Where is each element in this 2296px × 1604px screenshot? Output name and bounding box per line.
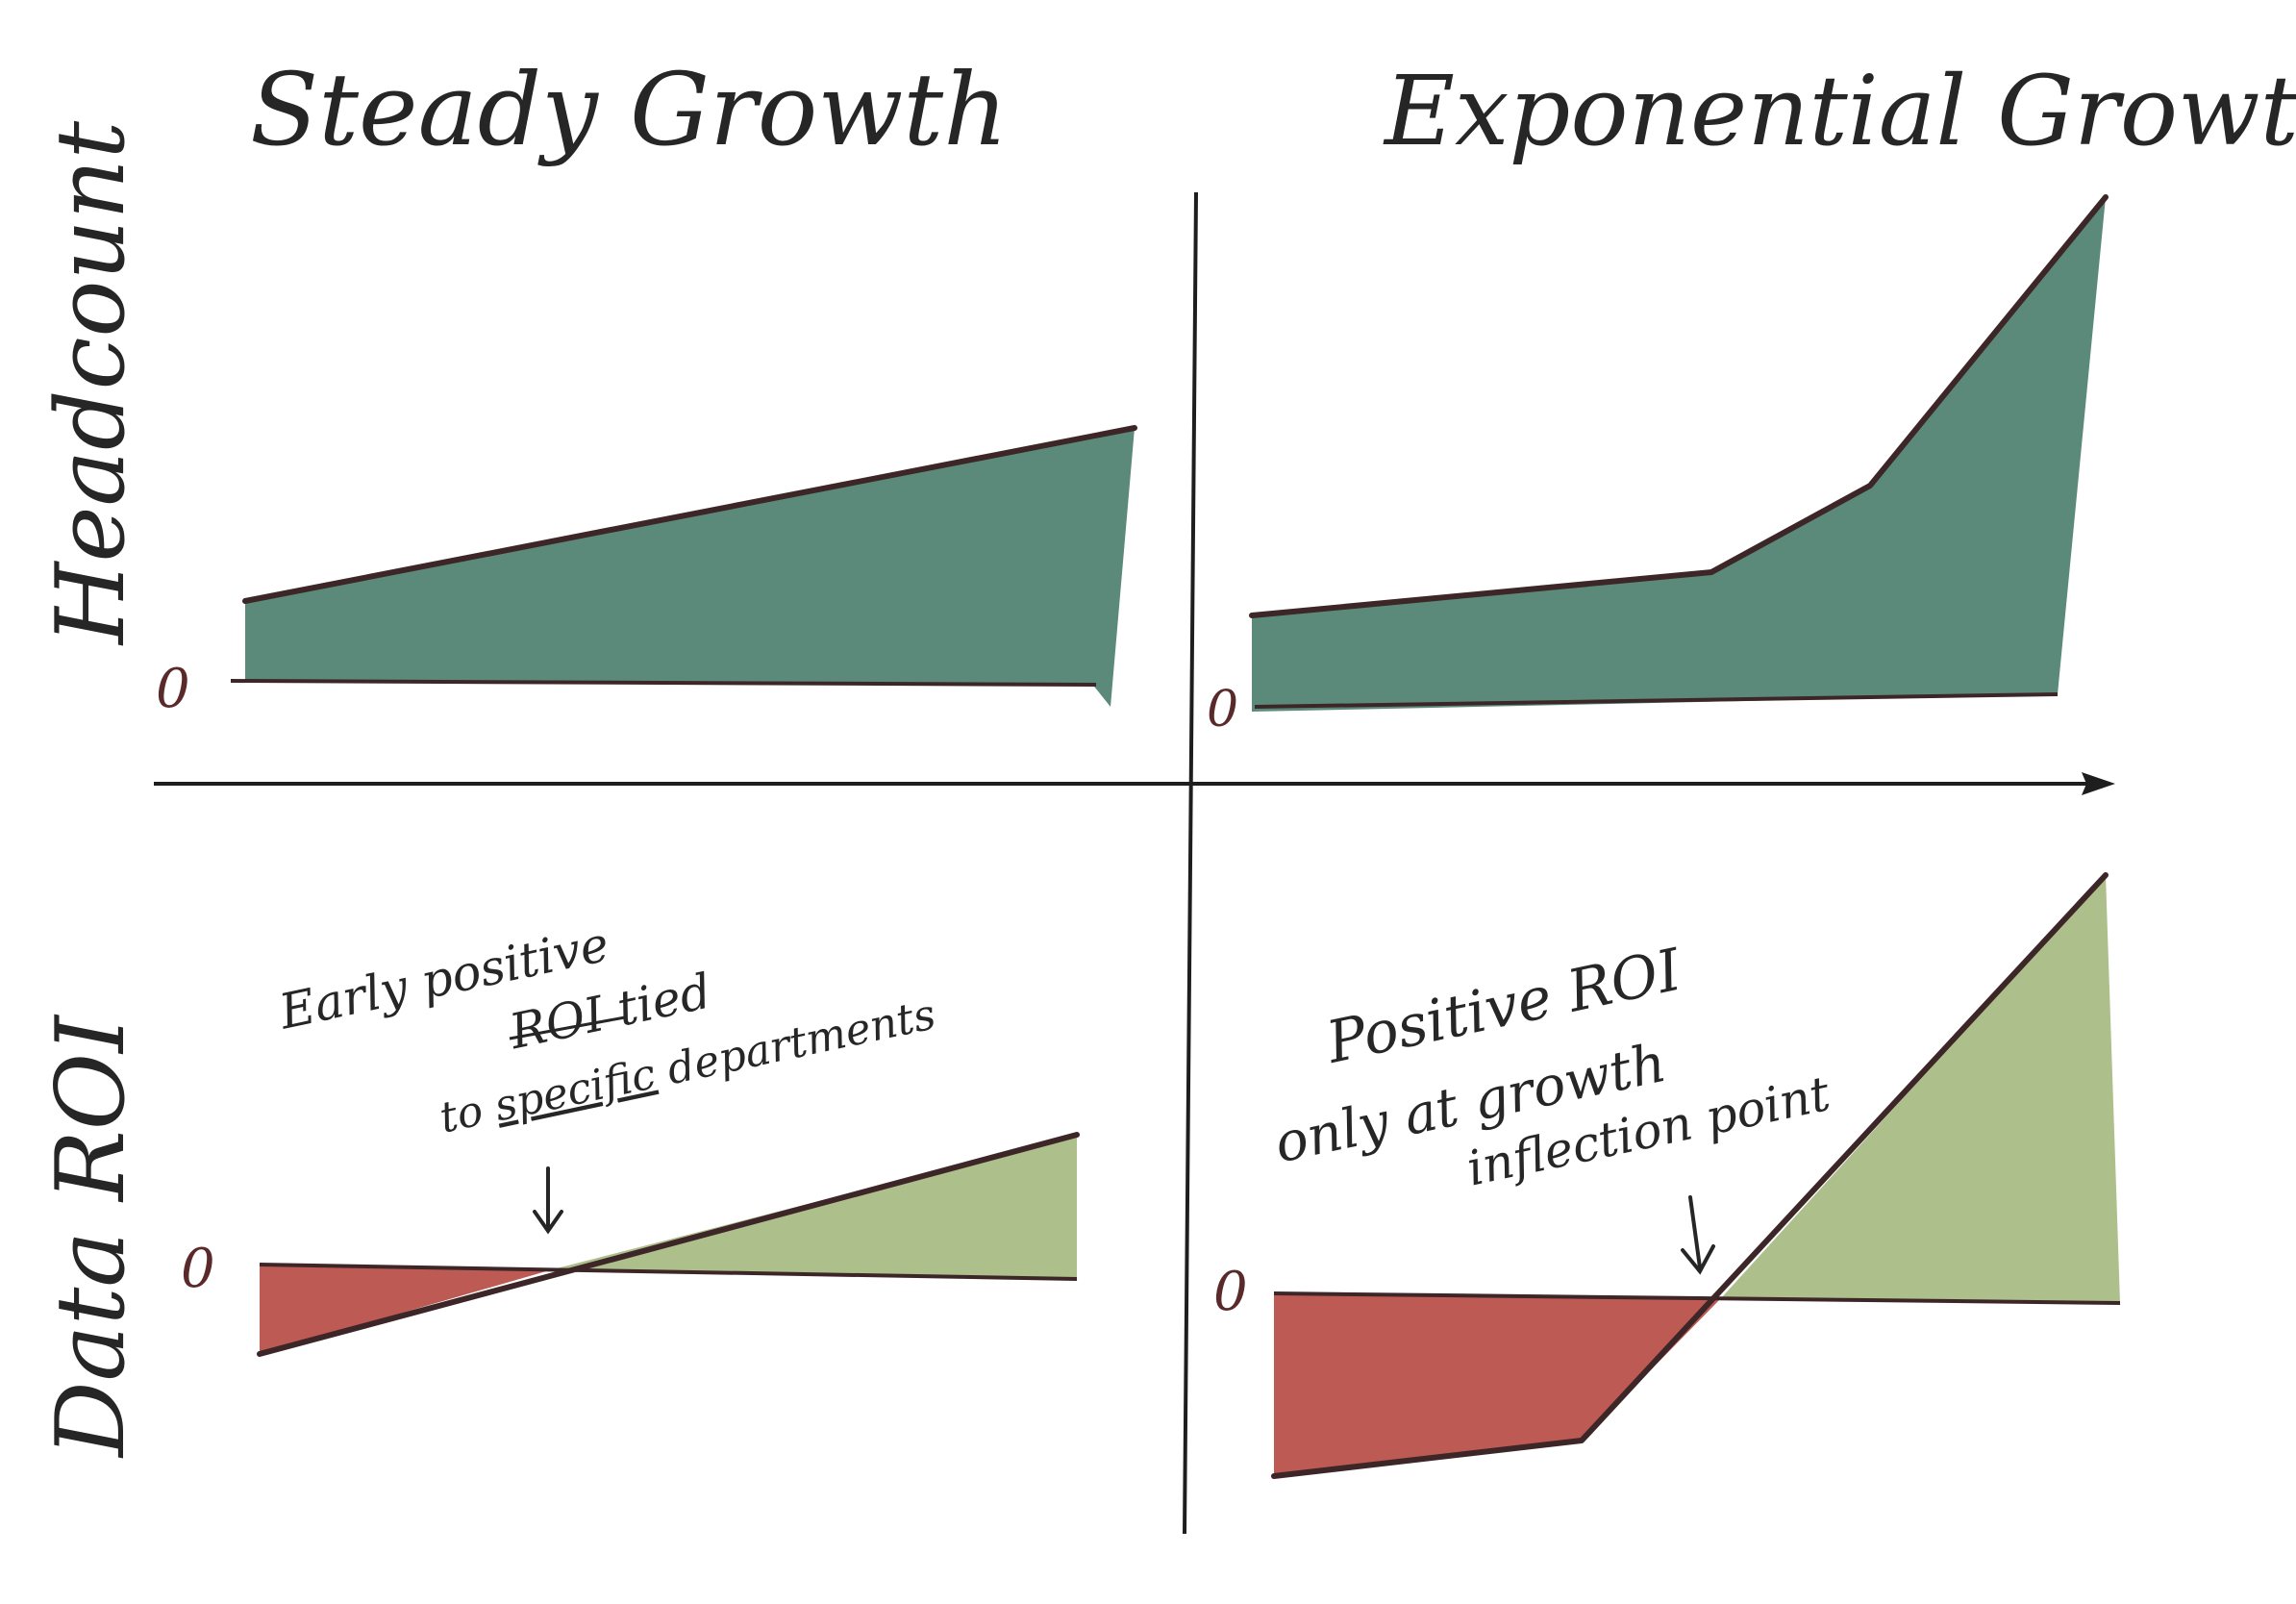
exponential-roi-negative-area (1274, 1293, 1721, 1476)
exponential-roi-positive-area (1721, 875, 2120, 1303)
vertical-divider (1183, 191, 1198, 1535)
steady-annotation: Early positive ROI tied to specific depa… (274, 916, 940, 1143)
steady-headcount-line (242, 425, 1137, 604)
exponential-headcount-area (1252, 197, 2106, 712)
steady-annotation-roi-underline (509, 1015, 626, 1040)
steady-annotation-specific: specific (490, 1049, 660, 1131)
exponential-inflection-arrow (1681, 1195, 1715, 1275)
zero-label-steady-roi: 0 (181, 1238, 215, 1300)
steady-annotation-to: to (436, 1084, 501, 1143)
exponential-headcount-line (1249, 194, 2109, 618)
horizontal-axis-arrowhead (2082, 772, 2115, 795)
steady-breakeven-arrow (533, 1166, 563, 1235)
title-steady-growth: Steady Growth (250, 51, 1008, 168)
exponential-annotation: Positive ROI only at growth inflection p… (1269, 936, 1835, 1196)
title-exponential-growth: Exponential Growth (1383, 55, 2296, 167)
steady-headcount-area (245, 428, 1135, 707)
exponential-roi-zero-line (1273, 1291, 2121, 1305)
steady-roi-zero-line (259, 1263, 1078, 1281)
exponential-roi-line (1271, 872, 2109, 1479)
label-data-roi: Data ROI (37, 1014, 146, 1459)
label-headcount: Headcount (37, 120, 146, 646)
zero-label-exponential-headcount: 0 (1207, 681, 1238, 739)
zero-label-steady-headcount: 0 (156, 658, 190, 720)
exponential-headcount-baseline (1254, 692, 2059, 709)
zero-label-exponential-roi: 0 (1213, 1261, 1248, 1323)
steady-roi-line (257, 1132, 1080, 1357)
steady-headcount-baseline (230, 679, 1097, 687)
